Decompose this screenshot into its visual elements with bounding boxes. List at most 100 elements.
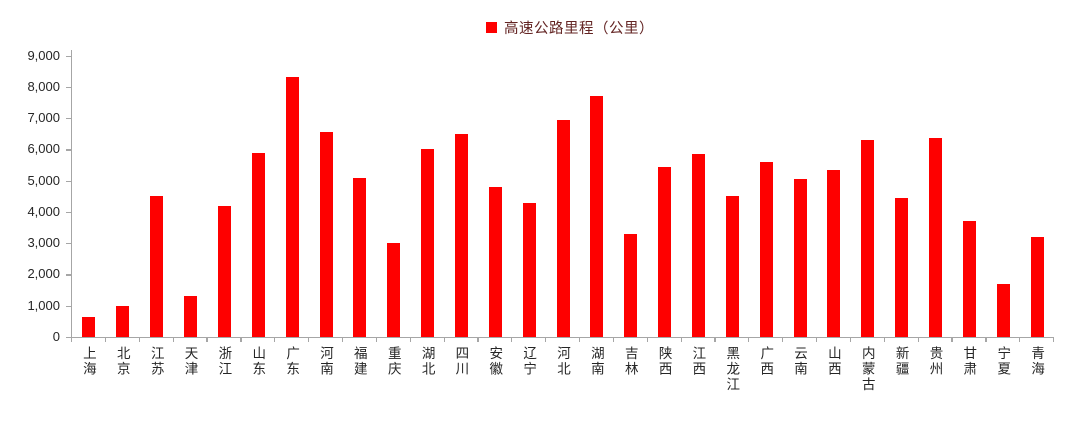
bar-广东 <box>285 77 299 337</box>
bar-湖南 <box>590 96 604 337</box>
x-tick-label-重庆: 重庆 <box>385 346 401 377</box>
bar-河北 <box>556 119 570 337</box>
x-tick-mark <box>409 338 411 342</box>
x-tick-mark <box>308 338 310 342</box>
y-tick-mark <box>66 274 71 276</box>
x-tick-label-内蒙古: 内蒙古 <box>859 346 875 393</box>
x-tick-label-福建: 福建 <box>351 346 367 377</box>
x-tick-label-云南: 云南 <box>792 346 807 377</box>
y-tick-label: 2,000 <box>27 266 60 282</box>
x-tick-mark <box>172 338 174 342</box>
y-tick-mark <box>66 211 71 214</box>
x-tick-label-北京: 北京 <box>114 346 130 377</box>
x-tick-label-河南: 河南 <box>318 346 333 377</box>
y-tick-label: 7,000 <box>27 110 60 126</box>
x-tick-label-四川: 四川 <box>453 346 469 377</box>
x-tick-mark <box>477 338 479 342</box>
x-tick-label-湖南: 湖南 <box>588 346 604 377</box>
bar-新疆 <box>895 197 909 337</box>
x-tick-mark <box>748 338 750 342</box>
bar-贵州 <box>929 138 942 337</box>
x-tick-label-吉林: 吉林 <box>622 346 638 377</box>
bar-黑龙江 <box>725 196 739 337</box>
plot-area <box>71 50 1054 338</box>
x-tick-label-青海: 青海 <box>1029 346 1045 377</box>
x-tick-mark <box>951 338 953 342</box>
x-tick-label-上海: 上海 <box>80 346 96 377</box>
bar-湖北 <box>421 149 435 337</box>
x-tick-mark <box>578 338 581 342</box>
x-tick-label-河北: 河北 <box>555 346 570 377</box>
y-tick-label: 0 <box>52 329 60 344</box>
x-tick-mark <box>1053 338 1055 342</box>
y-tick-mark <box>66 337 71 339</box>
y-tick-mark <box>66 180 71 182</box>
x-tick-mark <box>511 338 513 342</box>
bar-青海 <box>1030 236 1044 337</box>
x-tick-mark <box>71 338 73 342</box>
x-tick-label-辽宁: 辽宁 <box>521 346 537 377</box>
x-tick-label-江苏: 江苏 <box>148 346 164 377</box>
bar-辽宁 <box>522 202 536 337</box>
y-tick-label: 6,000 <box>27 141 60 157</box>
bar-浙江 <box>217 205 231 337</box>
bar-广西 <box>759 161 773 337</box>
x-tick-label-湖北: 湖北 <box>419 346 435 377</box>
bar-河南 <box>319 132 333 337</box>
x-tick-label-安徽: 安徽 <box>487 346 503 377</box>
y-tick-mark <box>66 118 71 120</box>
bar-山西 <box>827 169 841 337</box>
x-tick-label-广东: 广东 <box>284 346 300 377</box>
x-tick-label-广西: 广西 <box>758 346 774 377</box>
y-tick-label: 5,000 <box>27 172 60 188</box>
x-tick-mark <box>1019 338 1021 342</box>
x-tick-mark <box>341 338 344 342</box>
bar-北京 <box>116 305 130 337</box>
x-tick-label-江西: 江西 <box>690 346 706 377</box>
x-tick-mark <box>917 338 919 342</box>
x-tick-mark <box>782 338 784 342</box>
x-tick-mark <box>375 338 378 342</box>
y-tick-mark <box>66 149 71 151</box>
bar-天津 <box>184 296 197 337</box>
bar-四川 <box>454 133 468 337</box>
bar-江西 <box>691 154 705 337</box>
y-tick-mark <box>66 305 71 307</box>
legend-label: 高速公路里程（公里） <box>504 21 654 37</box>
x-tick-mark <box>274 338 276 342</box>
y-tick-label: 9,000 <box>27 47 60 63</box>
bar-福建 <box>353 177 367 337</box>
bar-山东 <box>251 152 265 337</box>
bar-吉林 <box>624 233 638 337</box>
bar-陕西 <box>658 166 672 337</box>
y-tick-label: 3,000 <box>27 235 60 251</box>
x-tick-label-黑龙江: 黑龙江 <box>724 346 740 393</box>
x-tick-mark <box>714 338 716 342</box>
y-tick-label: 1,000 <box>27 297 60 313</box>
x-tick-label-宁夏: 宁夏 <box>995 346 1011 377</box>
x-tick-mark <box>646 338 648 342</box>
y-tick-label: 8,000 <box>27 78 60 94</box>
x-tick-mark <box>612 338 615 342</box>
legend-marker-icon <box>486 22 497 33</box>
x-tick-mark <box>816 338 818 342</box>
bar-内蒙古 <box>861 139 875 337</box>
bar-安徽 <box>488 186 502 337</box>
x-tick-mark <box>849 338 852 342</box>
bar-甘肃 <box>962 221 976 337</box>
x-tick-mark <box>883 338 885 342</box>
bar-江苏 <box>150 196 164 337</box>
x-tick-mark <box>680 338 682 342</box>
bar-云南 <box>793 179 807 337</box>
x-tick-label-陕西: 陕西 <box>656 346 672 377</box>
x-tick-label-甘肃: 甘肃 <box>961 346 977 377</box>
bar-重庆 <box>387 243 401 337</box>
bar-宁夏 <box>996 283 1010 337</box>
x-tick-mark <box>545 338 547 342</box>
y-tick-label: 4,000 <box>27 203 60 219</box>
x-tick-label-山东: 山东 <box>250 346 266 377</box>
x-tick-label-贵州: 贵州 <box>927 346 943 377</box>
x-tick-mark <box>206 338 208 342</box>
x-tick-label-天津: 天津 <box>182 346 198 377</box>
